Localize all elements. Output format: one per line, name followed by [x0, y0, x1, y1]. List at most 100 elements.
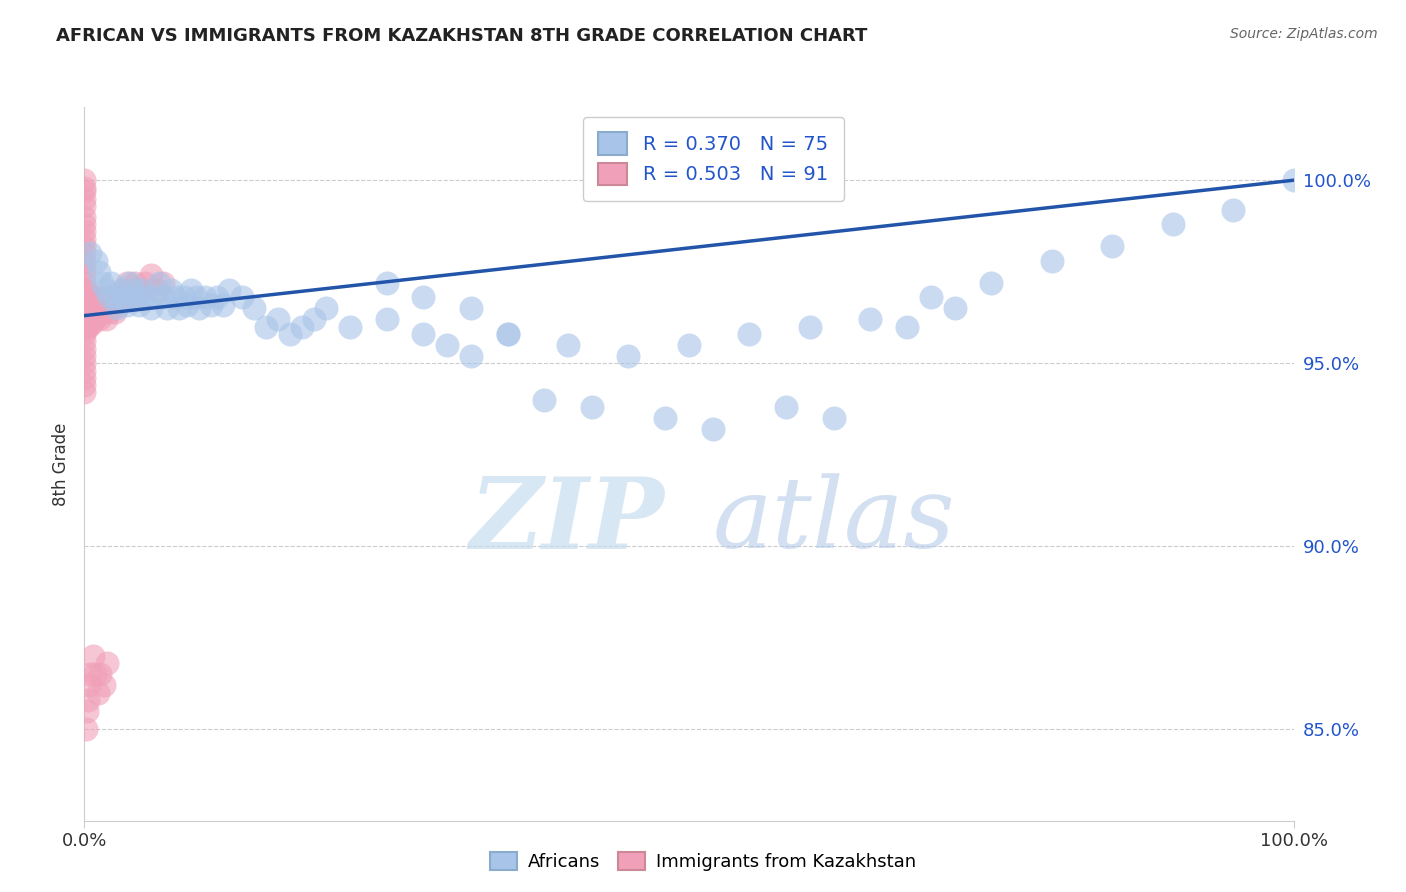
Point: [242, 301, 264, 316]
Point: [84, 298, 107, 312]
Point: [436, 338, 458, 352]
Point: [146, 283, 169, 297]
Point: [775, 400, 797, 414]
Point: [75, 319, 97, 334]
Point: [107, 298, 129, 312]
Point: [167, 301, 190, 316]
Point: [799, 319, 821, 334]
Point: [79, 298, 101, 312]
Point: [139, 301, 162, 316]
Point: [375, 276, 398, 290]
Point: [80, 301, 103, 316]
Point: [278, 326, 301, 341]
Point: [110, 283, 132, 297]
Point: [75, 290, 97, 304]
Point: [77, 693, 100, 707]
Point: [73, 305, 96, 319]
Point: [73, 180, 96, 194]
Point: [73, 246, 96, 260]
Point: [115, 298, 138, 312]
Point: [155, 301, 177, 316]
Point: [79, 667, 101, 681]
Point: [131, 283, 153, 297]
Point: [218, 283, 240, 297]
Point: [131, 283, 153, 297]
Y-axis label: 8th Grade: 8th Grade: [52, 422, 70, 506]
Point: [73, 261, 96, 276]
Point: [557, 338, 579, 352]
Point: [115, 276, 138, 290]
Point: [73, 210, 96, 224]
Point: [188, 301, 211, 316]
Point: [581, 400, 603, 414]
Point: [128, 290, 150, 304]
Point: [76, 704, 98, 718]
Point: [82, 298, 104, 312]
Point: [89, 667, 111, 681]
Point: [73, 184, 96, 198]
Point: [91, 276, 114, 290]
Point: [77, 309, 100, 323]
Point: [173, 290, 195, 304]
Point: [160, 283, 183, 297]
Point: [231, 290, 253, 304]
Point: [94, 283, 117, 297]
Point: [1101, 239, 1123, 253]
Point: [267, 312, 290, 326]
Point: [254, 319, 277, 334]
Point: [165, 290, 187, 304]
Point: [94, 298, 117, 312]
Point: [75, 283, 97, 297]
Point: [73, 378, 96, 392]
Point: [112, 283, 135, 297]
Point: [143, 290, 166, 304]
Point: [84, 312, 107, 326]
Point: [79, 312, 101, 326]
Point: [75, 301, 97, 316]
Point: [75, 312, 97, 326]
Point: [1161, 217, 1184, 231]
Point: [896, 319, 918, 334]
Point: [73, 356, 96, 370]
Legend: Africans, Immigrants from Kazakhstan: Africans, Immigrants from Kazakhstan: [482, 845, 924, 879]
Legend: R = 0.370   N = 75, R = 0.503   N = 91: R = 0.370 N = 75, R = 0.503 N = 91: [582, 117, 844, 201]
Point: [80, 316, 103, 330]
Point: [180, 283, 202, 297]
Point: [73, 349, 96, 363]
Point: [73, 173, 96, 187]
Point: [134, 290, 156, 304]
Point: [86, 253, 108, 268]
Point: [112, 290, 135, 304]
Point: [73, 342, 96, 356]
Point: [654, 411, 676, 425]
Text: atlas: atlas: [713, 474, 956, 568]
Point: [73, 363, 96, 377]
Point: [412, 326, 434, 341]
Point: [94, 312, 117, 326]
Point: [97, 290, 120, 304]
Point: [83, 305, 105, 319]
Point: [617, 349, 640, 363]
Point: [77, 298, 100, 312]
Point: [73, 253, 96, 268]
Text: ZIP: ZIP: [470, 473, 665, 569]
Point: [73, 298, 96, 312]
Point: [207, 290, 229, 304]
Point: [139, 268, 162, 283]
Point: [83, 290, 105, 304]
Point: [176, 298, 198, 312]
Point: [533, 392, 555, 407]
Point: [104, 290, 127, 304]
Point: [943, 301, 966, 316]
Point: [738, 326, 761, 341]
Point: [702, 422, 724, 436]
Point: [97, 290, 120, 304]
Point: [1040, 253, 1063, 268]
Point: [678, 338, 700, 352]
Point: [86, 305, 108, 319]
Point: [87, 312, 110, 326]
Point: [97, 305, 120, 319]
Point: [104, 305, 127, 319]
Text: AFRICAN VS IMMIGRANTS FROM KAZAKHSTAN 8TH GRADE CORRELATION CHART: AFRICAN VS IMMIGRANTS FROM KAZAKHSTAN 8T…: [56, 27, 868, 45]
Point: [93, 678, 115, 692]
